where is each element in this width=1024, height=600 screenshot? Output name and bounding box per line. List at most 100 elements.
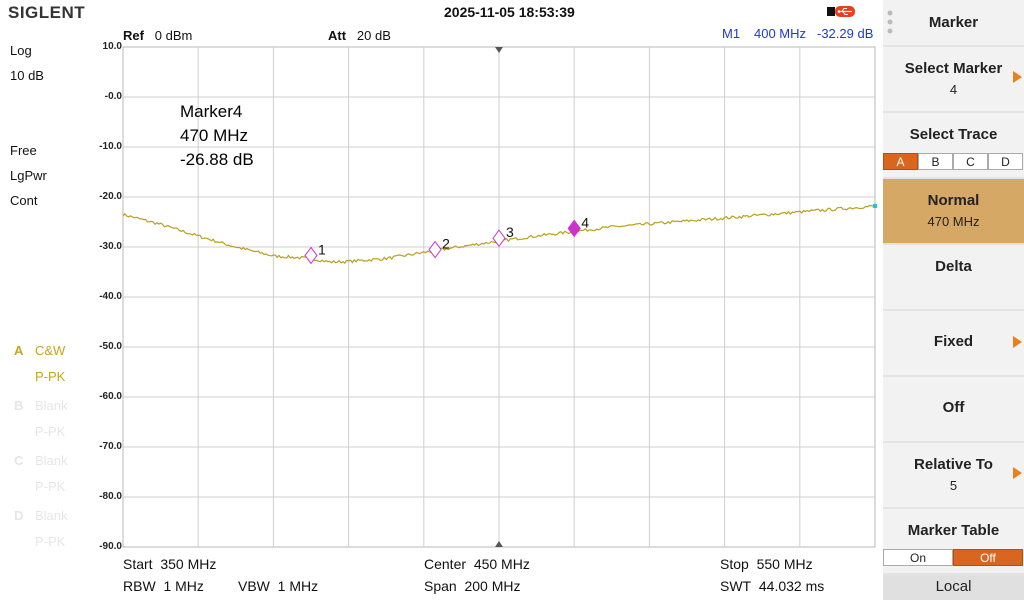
marker-3-label: 3 bbox=[506, 224, 514, 240]
fixed-label: Fixed bbox=[933, 333, 974, 350]
trace-d-letter[interactable]: D bbox=[14, 508, 24, 523]
marker-2-label: 2 bbox=[442, 236, 450, 252]
normal-key[interactable]: Normal 470 MHz bbox=[883, 179, 1024, 243]
marker-table-key[interactable]: Marker Table On Off bbox=[883, 509, 1024, 573]
drag-handle-icon[interactable] bbox=[886, 9, 894, 37]
sweep-time[interactable]: SWT 44.032 ms bbox=[720, 578, 824, 594]
sweep-mode: Cont bbox=[10, 193, 38, 208]
rbw-value: 1 MHz bbox=[163, 578, 204, 594]
select-trace-key[interactable]: Select Trace A B C D bbox=[883, 113, 1024, 177]
trace-c-letter[interactable]: C bbox=[14, 453, 24, 468]
scale-type: Log bbox=[10, 43, 32, 58]
span[interactable]: Span 200 MHz bbox=[424, 578, 521, 594]
vbw-value: 1 MHz bbox=[277, 578, 319, 594]
submenu-arrow-icon bbox=[1013, 467, 1022, 479]
y-tick-label: -0.0 bbox=[104, 91, 122, 102]
grid bbox=[123, 47, 875, 547]
start-freq[interactable]: Start 350 MHz bbox=[123, 556, 216, 572]
trace-a-letter[interactable]: A bbox=[14, 343, 24, 358]
trace-a-mode: C&W bbox=[35, 343, 66, 358]
select-marker-value: 4 bbox=[949, 82, 958, 97]
marker-2-symbol[interactable] bbox=[428, 240, 442, 259]
ref-value: 0 dBm bbox=[154, 28, 193, 43]
delta-label: Delta bbox=[935, 258, 972, 275]
marker-row-level: -32.29 dB bbox=[817, 26, 874, 41]
normal-label: Normal bbox=[927, 192, 980, 209]
y-tick-label: 10.0 bbox=[102, 41, 122, 52]
marker-1-label: 1 bbox=[318, 241, 326, 257]
fixed-key[interactable]: Fixed bbox=[883, 311, 1024, 375]
stop-label: Stop bbox=[720, 556, 749, 572]
center-marker-icon bbox=[495, 47, 503, 53]
y-tick-label: -60.0 bbox=[99, 391, 122, 402]
scale-div: 10 dB bbox=[10, 68, 44, 83]
off-key[interactable]: Off bbox=[883, 377, 1024, 441]
trace-option-a[interactable]: A bbox=[883, 153, 918, 170]
active-marker-freq: 470 MHz bbox=[180, 126, 249, 145]
marker-4-label: 4 bbox=[581, 214, 589, 230]
marker-4-symbol[interactable] bbox=[567, 219, 581, 238]
delta-key[interactable]: Delta bbox=[883, 245, 1024, 309]
stop-value: 550 MHz bbox=[756, 556, 813, 572]
submenu-arrow-icon bbox=[1013, 336, 1022, 348]
marker-1-symbol[interactable] bbox=[304, 246, 318, 265]
marker-row[interactable]: M1 400 MHz -32.29 dB bbox=[700, 26, 875, 46]
trace-b-detector: P-PK bbox=[35, 424, 66, 439]
brand-logo: SIGLENT bbox=[8, 3, 86, 22]
ref-level[interactable]: Ref 0 dBm bbox=[123, 28, 192, 43]
y-tick-label: -50.0 bbox=[99, 341, 122, 352]
submenu-arrow-icon bbox=[1013, 71, 1022, 83]
relative-to-label: Relative To bbox=[914, 456, 993, 473]
stop-freq[interactable]: Stop 550 MHz bbox=[720, 556, 813, 572]
relative-to-key[interactable]: Relative To 5 bbox=[883, 443, 1024, 507]
detector-mode: LgPwr bbox=[10, 168, 47, 183]
span-value: 200 MHz bbox=[464, 578, 521, 594]
select-marker-label: Select Marker bbox=[904, 60, 1003, 77]
y-tick-label: -10.0 bbox=[99, 141, 122, 152]
local-key[interactable]: Local bbox=[883, 575, 1024, 600]
marker-table-off[interactable]: Off bbox=[953, 549, 1023, 566]
marker-table-on[interactable]: On bbox=[883, 549, 953, 566]
select-marker-key[interactable]: Select Marker 4 bbox=[883, 47, 1024, 111]
att-value: 20 dB bbox=[356, 28, 391, 43]
trace-a-detector: P-PK bbox=[35, 369, 66, 384]
marker-3-symbol[interactable] bbox=[492, 229, 506, 248]
marker-row-freq: 400 MHz bbox=[754, 26, 807, 41]
trace-b-letter[interactable]: B bbox=[14, 398, 24, 413]
active-marker-level: -26.88 dB bbox=[180, 150, 254, 169]
marker-symbols: 1 2 3 4 bbox=[304, 214, 589, 265]
active-marker-readout: Marker4 470 MHz -26.88 dB bbox=[180, 100, 254, 172]
marker-row-name: M1 bbox=[722, 26, 741, 41]
select-trace-label: Select Trace bbox=[909, 126, 998, 143]
active-marker-title: Marker4 bbox=[180, 102, 243, 121]
y-tick-label: -70.0 bbox=[99, 441, 122, 452]
center-label: Center bbox=[424, 556, 467, 572]
datetime: 2025-11-05 18:53:39 bbox=[444, 4, 575, 20]
y-tick-label: -30.0 bbox=[99, 241, 122, 252]
relative-to-value: 5 bbox=[949, 478, 958, 493]
y-tick-label: -20.0 bbox=[99, 191, 122, 202]
y-tick-label: -90.0 bbox=[99, 541, 122, 552]
marker-table-label: Marker Table bbox=[907, 522, 1000, 539]
trace-option-b[interactable]: B bbox=[918, 153, 953, 170]
start-value: 350 MHz bbox=[160, 556, 217, 572]
normal-value: 470 MHz bbox=[927, 214, 980, 229]
attenuation[interactable]: Att 20 dB bbox=[328, 28, 391, 43]
vbw-label: VBW bbox=[238, 578, 270, 594]
vbw[interactable]: VBW 1 MHz bbox=[238, 578, 318, 594]
center-value: 450 MHz bbox=[473, 556, 530, 572]
trace-option-d[interactable]: D bbox=[988, 153, 1023, 170]
rbw[interactable]: RBW 1 MHz bbox=[123, 578, 204, 594]
center-freq[interactable]: Center 450 MHz bbox=[424, 556, 530, 572]
trace-d-mode: Blank bbox=[35, 508, 68, 523]
y-tick-label: -80.0 bbox=[99, 491, 122, 502]
menu-title-text: Marker bbox=[928, 14, 979, 31]
trace-end-point bbox=[873, 204, 877, 208]
att-label: Att bbox=[328, 28, 347, 43]
trigger-mode: Free bbox=[10, 143, 37, 158]
swt-label: SWT bbox=[720, 578, 752, 594]
ref-label: Ref bbox=[123, 28, 144, 43]
trace-option-c[interactable]: C bbox=[953, 153, 988, 170]
local-label: Local bbox=[935, 578, 972, 595]
